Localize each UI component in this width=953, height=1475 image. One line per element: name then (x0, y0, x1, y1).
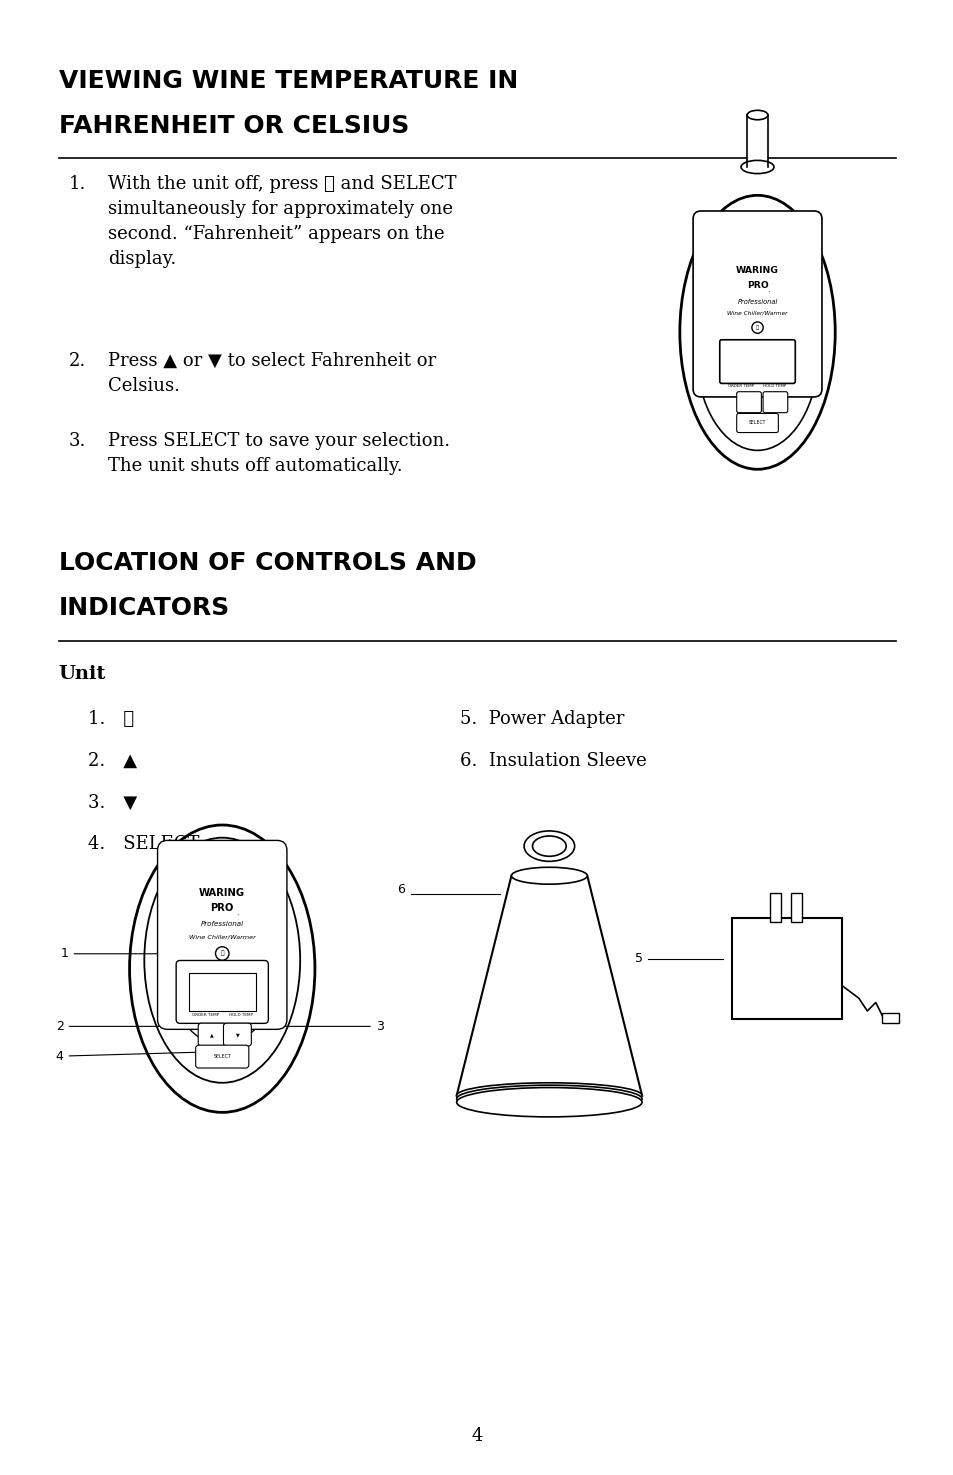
Ellipse shape (456, 1086, 641, 1112)
FancyBboxPatch shape (736, 413, 778, 432)
Text: 4: 4 (471, 1426, 482, 1446)
Text: 6: 6 (396, 882, 404, 895)
Circle shape (215, 947, 229, 960)
Text: ORDER TEMP: ORDER TEMP (192, 1013, 219, 1018)
FancyBboxPatch shape (719, 339, 795, 384)
FancyBboxPatch shape (157, 841, 287, 1030)
FancyBboxPatch shape (736, 392, 760, 413)
Text: SELECT: SELECT (748, 420, 765, 425)
Ellipse shape (456, 1083, 641, 1108)
Text: HOLD TEMP: HOLD TEMP (229, 1013, 253, 1018)
Text: 2: 2 (55, 1019, 198, 1032)
Text: INDICATORS: INDICATORS (59, 596, 230, 620)
Text: Professional: Professional (737, 299, 777, 305)
Ellipse shape (144, 838, 300, 1083)
Bar (746, 115, 767, 167)
FancyBboxPatch shape (176, 960, 268, 1024)
Text: 5.  Power Adapter: 5. Power Adapter (459, 709, 624, 729)
Text: 2.: 2. (69, 353, 86, 370)
Text: Wine Chiller/Warmer: Wine Chiller/Warmer (726, 311, 787, 316)
Bar (791, 892, 801, 922)
Text: Unit: Unit (59, 665, 106, 683)
Text: WARING: WARING (736, 267, 779, 276)
FancyBboxPatch shape (693, 211, 821, 397)
Text: 2. ▲: 2. ▲ (89, 752, 137, 770)
Text: PRO: PRO (211, 903, 233, 913)
Circle shape (751, 322, 762, 333)
Text: SELECT: SELECT (213, 1055, 231, 1059)
Text: ORDER TEMP: ORDER TEMP (727, 385, 753, 388)
Text: 6.  Insulation Sleeve: 6. Insulation Sleeve (459, 752, 646, 770)
FancyBboxPatch shape (198, 1024, 226, 1046)
Bar (732, 917, 841, 1019)
Ellipse shape (696, 252, 818, 450)
FancyBboxPatch shape (195, 1046, 249, 1068)
Ellipse shape (511, 867, 587, 884)
Text: ⏻: ⏻ (755, 324, 759, 330)
FancyBboxPatch shape (762, 392, 787, 413)
Text: 1. ⏻: 1. ⏻ (89, 709, 134, 729)
Ellipse shape (130, 825, 314, 1112)
Text: FAHRENHEIT OR CELSIUS: FAHRENHEIT OR CELSIUS (59, 114, 409, 137)
Polygon shape (456, 876, 641, 1096)
Text: 3. ▼: 3. ▼ (89, 794, 137, 811)
Text: LOCATION OF CONTROLS AND: LOCATION OF CONTROLS AND (59, 552, 476, 575)
Text: ·: · (236, 912, 238, 920)
Text: Press SELECT to save your selection.
The unit shuts off automatically.: Press SELECT to save your selection. The… (108, 432, 450, 475)
Text: With the unit off, press ⏻ and SELECT
simultaneously for approximately one
secon: With the unit off, press ⏻ and SELECT si… (108, 176, 456, 268)
Ellipse shape (740, 161, 773, 174)
Text: PRO: PRO (746, 280, 767, 289)
Ellipse shape (456, 1087, 641, 1117)
Text: 4: 4 (55, 1050, 195, 1062)
Bar (882, 1013, 899, 1022)
Text: 1.: 1. (69, 176, 86, 193)
Text: ▲: ▲ (210, 1032, 213, 1037)
Text: 1: 1 (61, 947, 176, 960)
Text: Wine Chiller/Warmer: Wine Chiller/Warmer (189, 934, 255, 940)
Text: 3.: 3. (69, 432, 86, 450)
Bar (189, 974, 255, 1010)
Text: WARING: WARING (199, 888, 245, 898)
Ellipse shape (163, 858, 281, 1044)
Bar (770, 892, 780, 922)
Text: Professional: Professional (200, 920, 244, 926)
Text: 4. SELECT: 4. SELECT (89, 835, 199, 854)
Text: ▼: ▼ (235, 1032, 239, 1037)
Text: ·: · (767, 288, 769, 296)
Text: HOLD TEMP: HOLD TEMP (762, 385, 785, 388)
FancyBboxPatch shape (223, 1024, 251, 1046)
Text: VIEWING WINE TEMPERATURE IN: VIEWING WINE TEMPERATURE IN (59, 69, 517, 93)
Text: 3: 3 (270, 1019, 383, 1032)
Text: 5: 5 (634, 953, 642, 965)
Ellipse shape (679, 195, 834, 469)
Ellipse shape (746, 111, 767, 119)
Text: ⏻: ⏻ (220, 951, 224, 956)
Text: Press ▲ or ▼ to select Fahrenheit or
Celsius.: Press ▲ or ▼ to select Fahrenheit or Cel… (108, 353, 436, 395)
